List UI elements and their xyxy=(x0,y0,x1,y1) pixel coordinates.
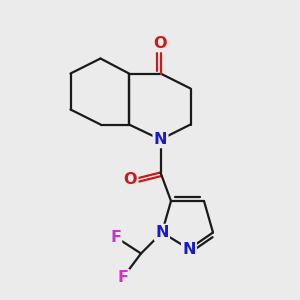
Text: N: N xyxy=(154,132,167,147)
Text: F: F xyxy=(118,270,128,285)
Text: O: O xyxy=(154,36,167,51)
Text: N: N xyxy=(182,242,196,256)
Text: O: O xyxy=(124,172,137,188)
Text: F: F xyxy=(110,230,121,244)
Text: N: N xyxy=(155,225,169,240)
